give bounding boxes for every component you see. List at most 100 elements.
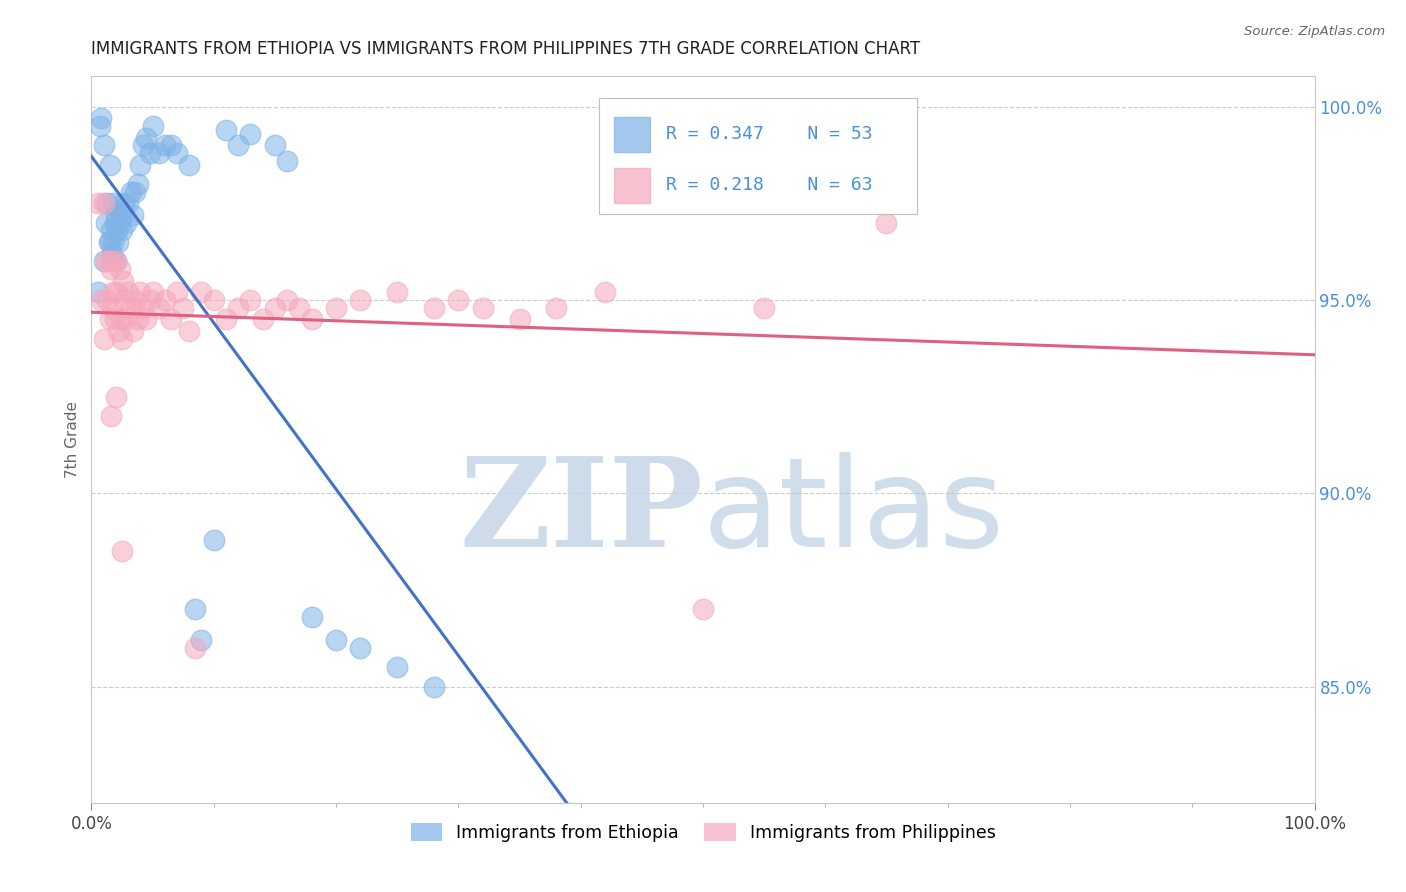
Point [423,680,446,694]
Point [301,610,323,624]
Point [98,158,121,172]
Point [349,641,371,656]
Point [114,312,136,326]
Point [104,216,127,230]
Point [166,285,188,300]
Text: R = 0.218    N = 63: R = 0.218 N = 63 [666,176,873,194]
Point [104,312,127,326]
Point [141,285,163,300]
Point [108,216,131,230]
Point [179,158,201,172]
Point [100,409,122,423]
Point [349,293,371,307]
Point [301,312,323,326]
Text: Source: ZipAtlas.com: Source: ZipAtlas.com [1244,25,1385,38]
Point [226,301,249,315]
Point [104,254,127,268]
Point [94,254,117,268]
Point [385,285,409,300]
Point [108,262,131,277]
Point [423,301,446,315]
Point [166,146,188,161]
Text: atlas: atlas [703,451,1005,573]
Point [132,301,155,315]
Point [124,293,146,307]
Point [264,301,287,315]
Point [471,301,494,315]
Point [875,216,898,230]
Point [93,332,115,346]
Point [93,254,115,268]
Point [276,153,298,168]
Point [107,324,129,338]
Point [112,293,135,307]
Point [104,390,127,404]
Point [239,293,262,307]
Point [93,196,115,211]
Point [111,223,134,237]
Legend: Immigrants from Ethiopia, Immigrants from Philippines: Immigrants from Ethiopia, Immigrants fro… [404,816,1002,848]
Point [105,223,128,237]
Point [190,633,212,648]
Point [86,196,108,211]
Point [117,196,139,211]
Point [132,138,155,153]
Point [153,293,176,307]
Point [122,208,145,222]
Bar [613,169,651,203]
Point [129,285,152,300]
Point [112,208,135,222]
Point [93,138,115,153]
Point [98,254,121,268]
Point [239,127,262,141]
Text: R = 0.347    N = 53: R = 0.347 N = 53 [666,125,873,143]
Point [179,324,201,338]
Point [103,196,125,211]
Text: ZIP: ZIP [460,451,703,573]
Point [107,235,129,249]
Point [112,274,135,288]
Point [104,208,127,222]
Point [148,146,170,161]
Point [127,177,149,191]
Point [172,301,194,315]
Point [94,216,117,230]
Text: IMMIGRANTS FROM ETHIOPIA VS IMMIGRANTS FROM PHILIPPINES 7TH GRADE CORRELATION CH: IMMIGRANTS FROM ETHIOPIA VS IMMIGRANTS F… [91,40,921,58]
Point [160,312,183,326]
Point [105,285,128,300]
Point [98,312,121,326]
Point [135,312,157,326]
Point [184,602,207,616]
Point [139,146,162,161]
Point [276,293,298,307]
Point [111,332,134,346]
Point [385,660,409,674]
Point [325,301,347,315]
Bar [613,117,651,153]
Point [139,293,162,307]
Point [546,301,568,315]
Point [86,285,108,300]
Point [103,285,125,300]
Point [90,112,112,126]
Point [692,602,714,616]
Point [127,312,149,326]
Point [153,138,176,153]
Point [226,138,249,153]
Point [202,293,225,307]
Point [103,235,125,249]
Point [96,196,118,211]
Point [447,293,470,307]
Point [120,301,142,315]
Point [288,301,311,315]
Point [202,533,225,547]
Point [124,185,146,199]
Point [101,301,124,315]
Point [110,312,132,326]
Point [135,130,157,145]
Point [89,119,111,133]
FancyBboxPatch shape [599,97,917,214]
Point [184,641,207,656]
Point [252,312,274,326]
Point [754,301,776,315]
